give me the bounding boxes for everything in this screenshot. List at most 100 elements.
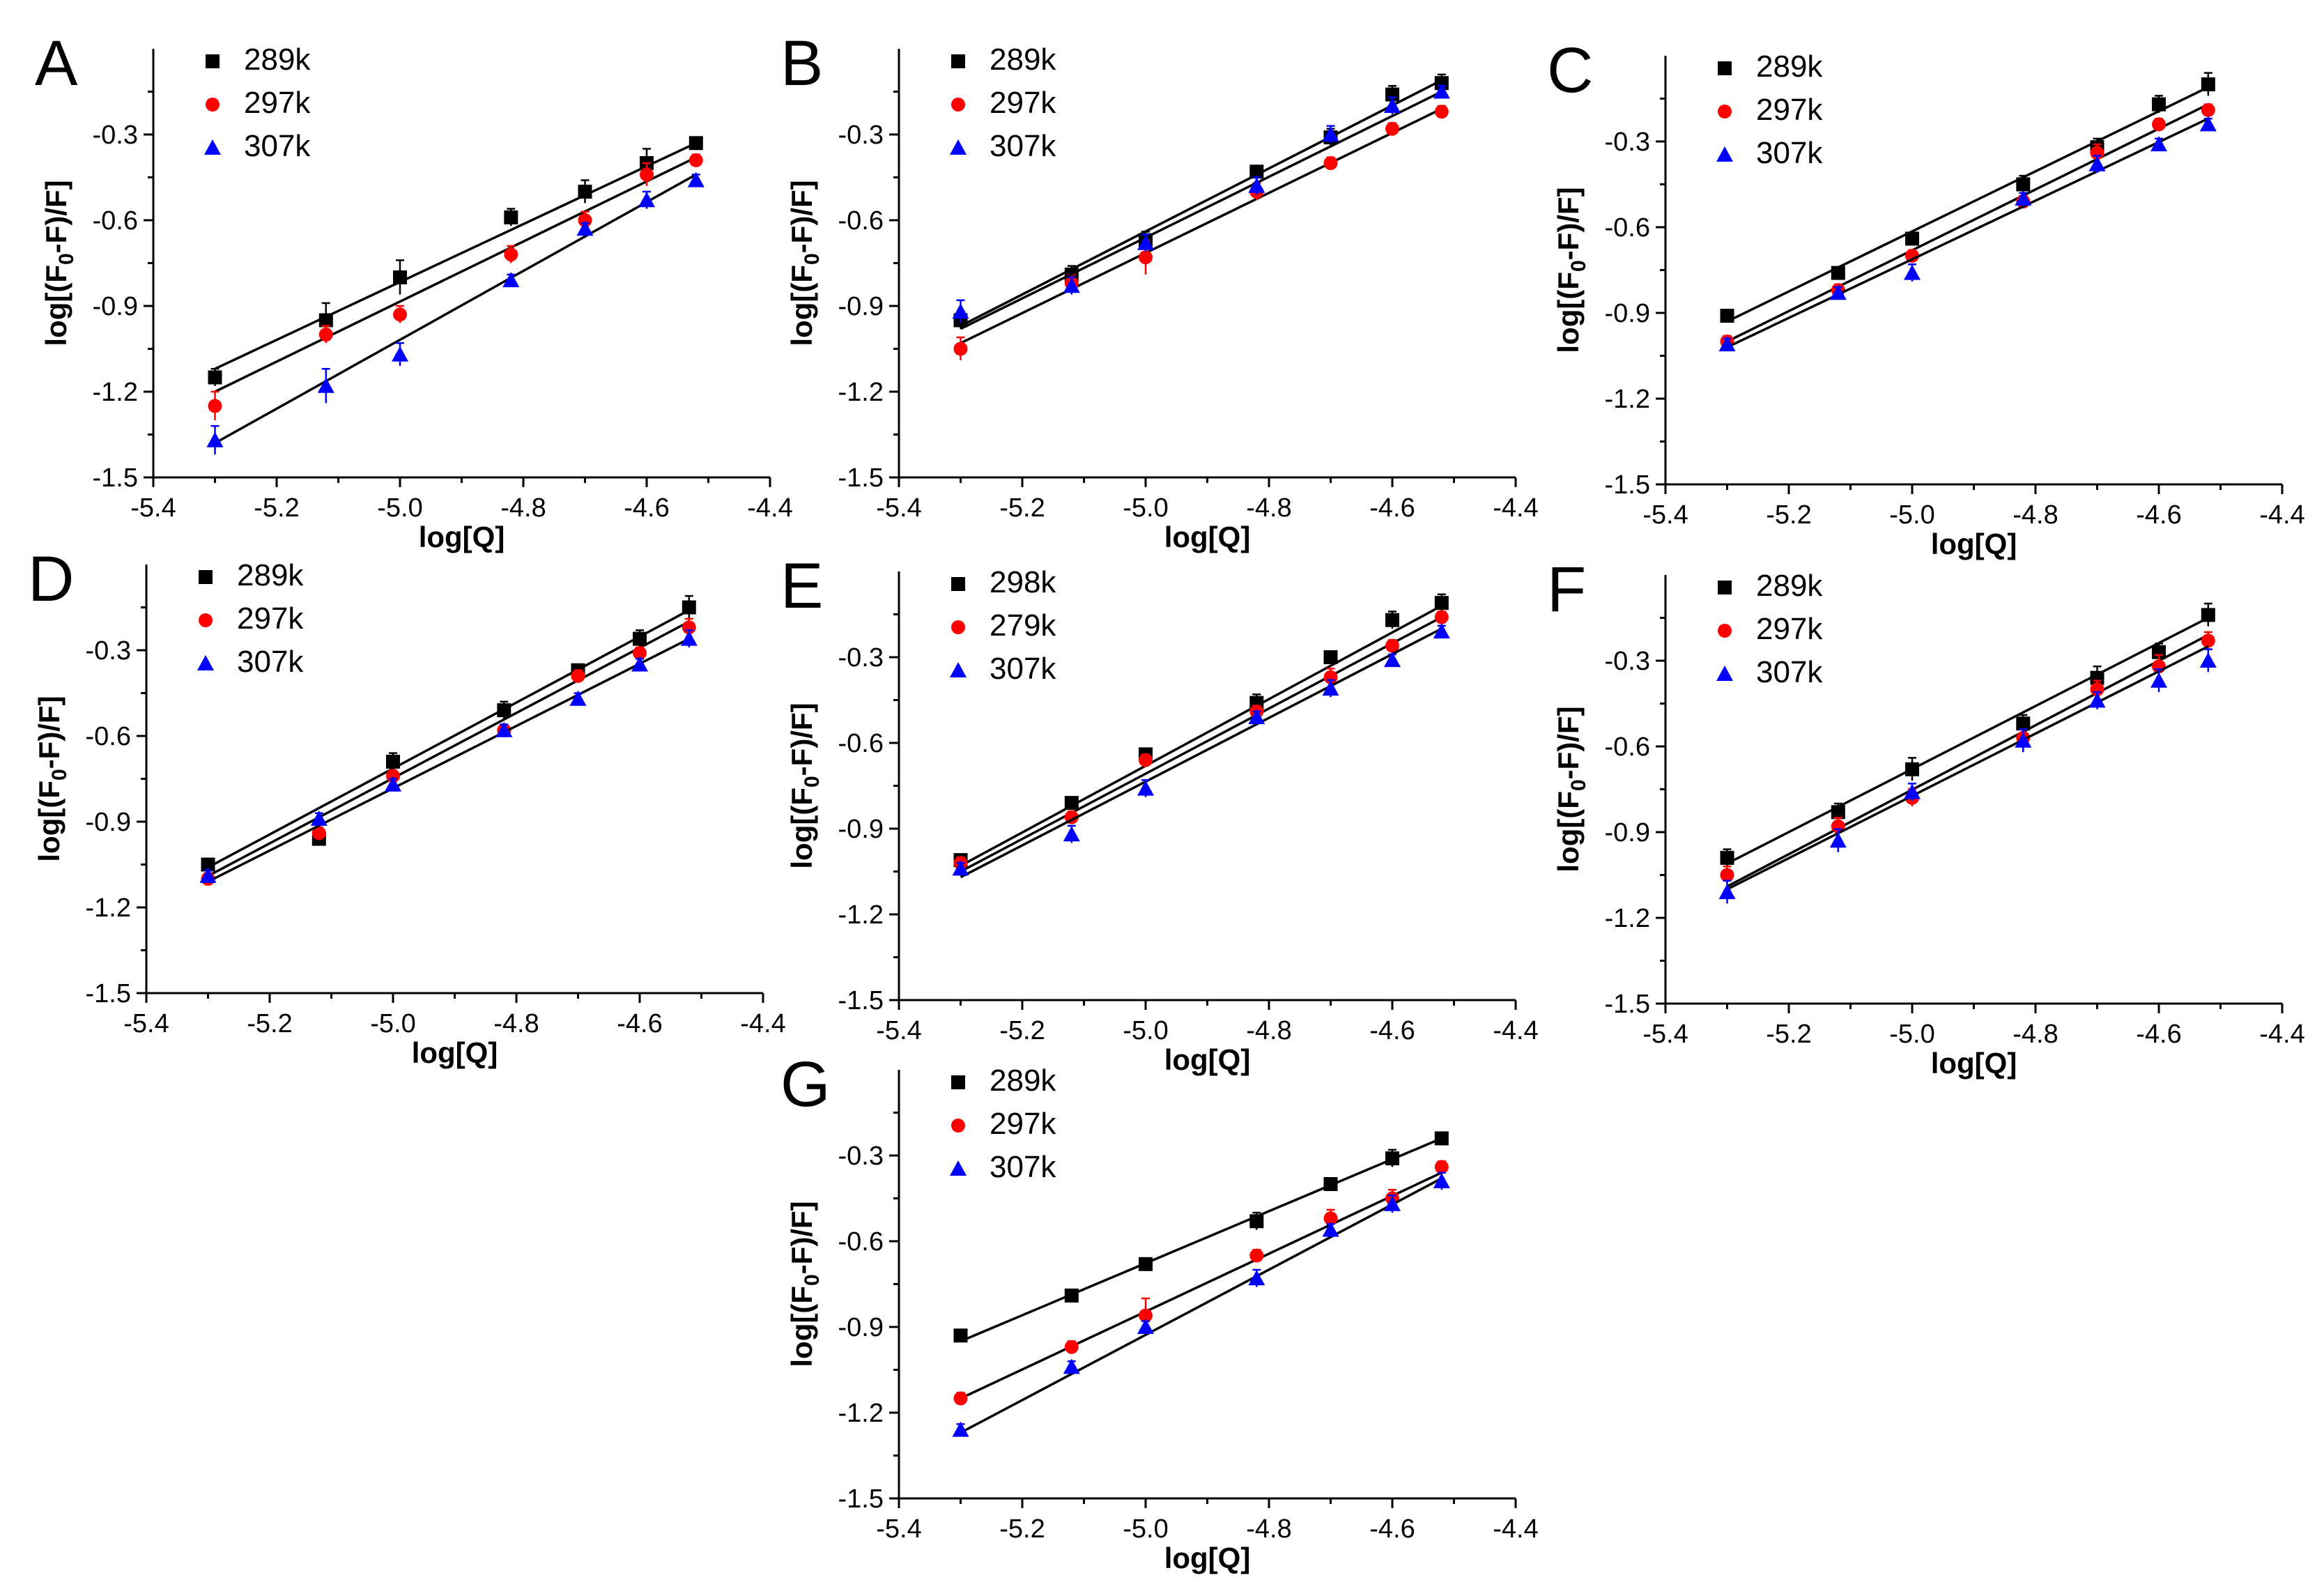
legend-label-307k: 307k	[1756, 136, 1823, 170]
panel-letter-g: G	[780, 1049, 831, 1120]
chart-g-svg: -5.4 -5.2 -5.0 -4.8 -4.6 -4.4 -1.5 -1.2 -0.9 -0.6…	[780, 1049, 1539, 1574]
data-point-307k-triangle	[1137, 780, 1154, 796]
fit-line-307k	[214, 173, 697, 445]
y-tick-label: -0.6	[93, 206, 138, 236]
data-point-289k-square	[2201, 608, 2215, 622]
legend-label-289k: 289k	[237, 558, 304, 592]
legend-label-297k: 297k	[1756, 612, 1823, 646]
legend-label-307k: 307k	[237, 645, 304, 679]
data-point-297k-circle	[953, 341, 968, 356]
data-point-307k-triangle	[2150, 672, 2167, 688]
panel-letter-c: C	[1547, 35, 1593, 106]
data-point-297k-circle	[1249, 1248, 1264, 1263]
x-tick-label: -4.8	[2013, 500, 2058, 530]
chart-panel-b: -5.4 -5.2 -5.0 -4.8 -4.6 -4.4 -1.5 -1.2 -0.9 -0.6…	[767, 21, 1547, 553]
legend-label-307k: 307k	[990, 1150, 1056, 1184]
y-axis-title-part: -F)/F]	[40, 180, 72, 253]
x-tick-label: -5.4	[130, 493, 176, 523]
y-tick-label: -0.6	[1605, 732, 1650, 762]
y-axis-title-part: log[(F	[785, 265, 818, 346]
data-point-307k-triangle	[680, 630, 698, 646]
data-point-289k-square	[1434, 1131, 1449, 1146]
x-tick-label: -4.8	[1246, 1514, 1291, 1544]
data-point-307k-triangle	[502, 272, 520, 288]
data-point-307k-triangle	[1718, 884, 1736, 900]
data-point-307k-triangle	[576, 220, 594, 236]
data-point-307k-triangle	[1063, 1358, 1080, 1374]
legend-marker-297k	[951, 1119, 965, 1133]
legend-marker-289k	[1718, 581, 1732, 594]
x-tick-label: -5.2	[254, 493, 299, 523]
legend-label-289k: 289k	[1756, 569, 1823, 603]
y-tick-label: -1.2	[838, 900, 884, 930]
data-point-307k-triangle	[569, 690, 587, 706]
y-axis-title: log[(F0-F)/F]	[785, 1201, 824, 1367]
data-point-307k-triangle	[638, 192, 655, 208]
data-point-297k-circle	[1064, 1339, 1079, 1354]
legend-marker-289k	[1718, 61, 1732, 75]
data-point-307k-triangle	[1904, 264, 1921, 280]
y-tick-label: -1.5	[838, 463, 884, 493]
chart-f-svg: -5.4 -5.2 -5.0 -4.8 -4.6 -4.4 -1.5 -1.2 -0.9 -0.6…	[1547, 554, 2305, 1080]
data-point-289k-square	[1249, 164, 1264, 179]
data-point-289k-square	[1064, 1288, 1079, 1303]
data-point-297k-circle	[311, 826, 326, 840]
x-tick-label: -4.8	[1246, 1016, 1291, 1045]
y-tick-label: -0.9	[838, 292, 884, 321]
y-tick-label: -0.3	[86, 636, 131, 666]
legend-label-297k: 297k	[237, 601, 304, 636]
legend-label-289k: 289k	[244, 43, 311, 77]
chart-panel-g: -5.4 -5.2 -5.0 -4.8 -4.6 -4.4 -1.5 -1.2 -0.9 -0.6…	[767, 1042, 1547, 1574]
legend-label-289k: 289k	[1756, 49, 1823, 84]
panel-letter-f: F	[1547, 554, 1586, 625]
data-point-307k-triangle	[2199, 652, 2217, 668]
data-point-289k-square	[1323, 1177, 1338, 1191]
fit-line-297k	[1726, 634, 2209, 888]
data-point-298k-square	[1434, 596, 1449, 611]
chart-panel-d: -5.4 -5.2 -5.0 -4.8 -4.6 -4.4 -1.5 -1.2 -0.9 -0.6…	[14, 537, 794, 1069]
data-point-289k-square	[1720, 309, 1734, 323]
y-axis-title-part: log[(F	[40, 265, 72, 346]
data-point-307k-triangle	[2015, 190, 2032, 206]
data-point-307k-triangle	[1829, 832, 1847, 848]
data-point-297k-circle	[688, 153, 703, 167]
data-point-297k-circle	[1720, 868, 1734, 882]
data-point-297k-circle	[1139, 250, 1153, 265]
fit-line-297k	[207, 620, 690, 877]
data-point-307k-triangle	[1137, 1319, 1154, 1334]
data-point-297k-circle	[953, 1391, 968, 1406]
fit-line-307k	[207, 638, 690, 883]
x-axis-title: log[Q]	[1931, 1047, 2017, 1080]
y-tick-label: -0.9	[838, 1313, 884, 1342]
x-tick-label: -5.4	[1642, 500, 1688, 530]
legend-marker-297k	[199, 613, 213, 627]
legend-label-307k: 307k	[1756, 655, 1823, 689]
data-point-297k-circle	[1385, 121, 1399, 136]
fit-line-298k	[960, 604, 1442, 867]
fit-line-289k	[207, 609, 690, 869]
data-point-307k-triangle	[317, 377, 334, 393]
data-point-297k-circle	[504, 247, 518, 262]
data-point-307k-triangle	[2015, 732, 2032, 748]
data-point-307k-triangle	[1322, 1221, 1339, 1237]
x-tick-label: -4.8	[1246, 493, 1291, 523]
legend-marker-307k	[204, 139, 221, 155]
data-point-289k-square	[504, 210, 518, 224]
legend-label-297k: 297k	[990, 86, 1056, 120]
legend-marker-297k	[1718, 624, 1732, 638]
legend-marker-289k	[951, 1075, 965, 1089]
y-axis-title: log[(F0-F)/F]	[33, 696, 71, 861]
data-point-289k-square	[1720, 850, 1734, 865]
legend-label-289k: 289k	[990, 1064, 1056, 1098]
y-axis-title-part: -F)/F]	[785, 1201, 818, 1274]
y-tick-label: -0.6	[86, 722, 131, 751]
chart-panel-e: -5.4 -5.2 -5.0 -4.8 -4.6 -4.4 -1.5 -1.2 -0.9 -0.6…	[767, 544, 1547, 1076]
y-axis-title: log[(F0-F)/F]	[1552, 706, 1590, 872]
x-axis-title: log[Q]	[1164, 1043, 1251, 1076]
x-tick-label: -4.6	[1369, 493, 1415, 523]
data-point-297k-circle	[640, 167, 654, 182]
fit-line-289k	[960, 79, 1442, 328]
panel-letter-d: D	[28, 544, 74, 615]
data-point-289k-square	[2201, 77, 2215, 91]
data-point-307k-triangle	[1322, 126, 1339, 141]
